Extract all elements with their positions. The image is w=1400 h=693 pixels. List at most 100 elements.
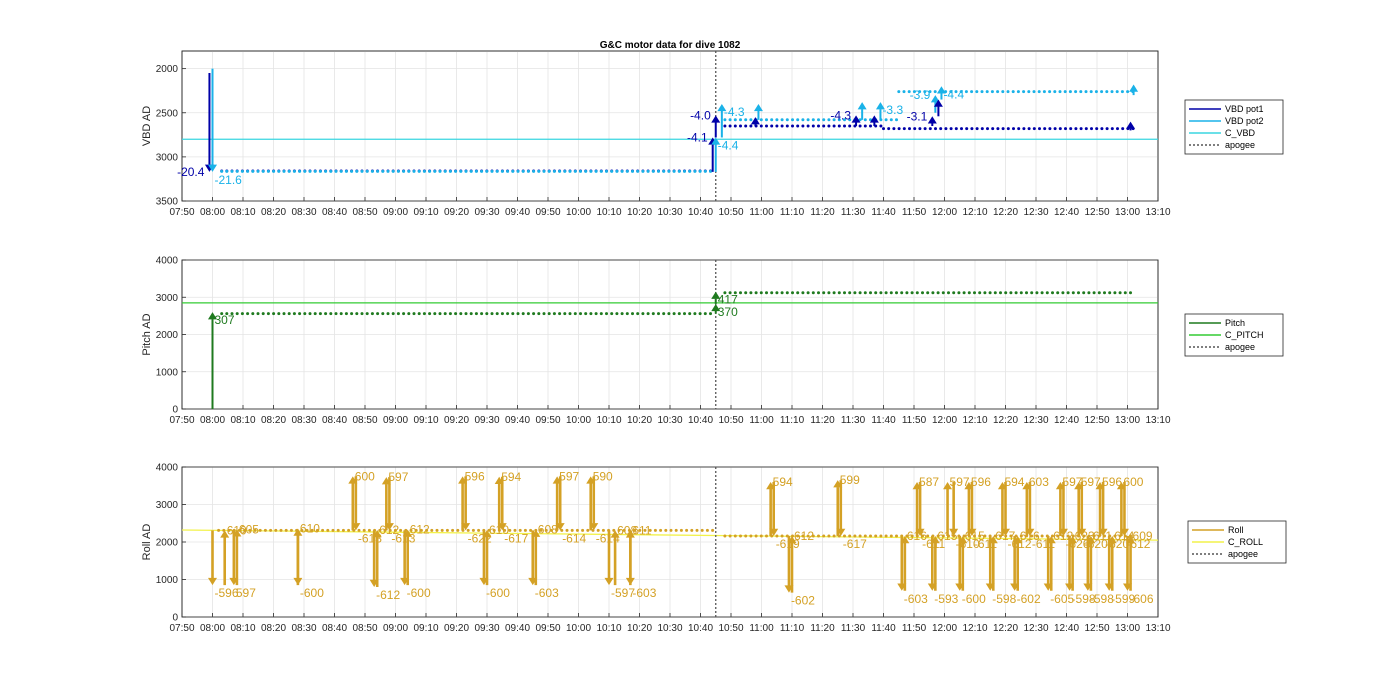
data-point — [355, 169, 359, 173]
x-tick-label: 08:50 — [352, 623, 377, 634]
data-point — [305, 528, 309, 532]
data-point — [801, 291, 805, 295]
data-point — [1012, 127, 1015, 131]
data-point — [646, 169, 650, 173]
arrow-head — [711, 137, 721, 145]
data-point — [414, 528, 418, 532]
x-tick-label: 12:00 — [932, 415, 957, 426]
data-point — [703, 312, 707, 316]
data-point — [386, 169, 390, 173]
move-label: 605 — [239, 522, 259, 536]
x-tick-label: 11:30 — [841, 623, 866, 634]
data-point — [1100, 127, 1104, 131]
data-point — [892, 127, 896, 131]
y-tick-label: 1000 — [156, 367, 179, 378]
data-point — [1016, 90, 1020, 94]
arrow-head — [1013, 536, 1023, 544]
arrow-head — [933, 99, 943, 107]
panel-3: 07:50 08:00 08:10 08:20 08:30 08:40 08:50 09:00… — [141, 463, 1287, 634]
data-point — [1035, 534, 1039, 538]
data-point — [1027, 90, 1031, 94]
data-point — [636, 169, 640, 173]
data-point — [711, 528, 715, 532]
x-tick-label: 08:00 — [200, 623, 225, 634]
data-point — [952, 291, 956, 295]
x-tick-label: 12:10 — [962, 623, 987, 634]
move-label: 597 — [236, 586, 256, 600]
arrow-head — [1086, 536, 1096, 544]
x-tick-label: 09:40 — [505, 623, 530, 634]
y-tick-label: 2000 — [156, 538, 179, 549]
data-point — [677, 312, 681, 316]
x-tick-label: 11:50 — [902, 623, 927, 634]
data-point — [620, 169, 624, 173]
data-point — [648, 528, 652, 532]
data-point — [1011, 90, 1015, 94]
x-tick-label: 11:00 — [749, 415, 774, 426]
data-point — [1079, 127, 1083, 131]
data-point — [780, 124, 784, 128]
arrow-head — [930, 536, 940, 544]
data-point — [399, 528, 403, 532]
data-point — [495, 312, 499, 316]
arrow-head — [750, 117, 760, 125]
move-label: -598 — [992, 592, 1016, 606]
data-point — [1009, 291, 1013, 295]
data-point — [485, 312, 489, 316]
data-point — [705, 528, 709, 532]
data-point — [754, 291, 758, 295]
data-point — [331, 528, 335, 532]
data-point — [625, 312, 629, 316]
data-point — [651, 169, 655, 173]
data-point — [677, 169, 681, 173]
data-point — [907, 90, 911, 94]
data-point — [863, 534, 867, 538]
data-point — [448, 169, 452, 173]
data-point — [944, 127, 948, 131]
data-point — [563, 312, 567, 316]
data-point — [817, 534, 820, 538]
data-point — [617, 528, 621, 532]
data-point — [770, 118, 774, 122]
move-label: 600 — [1123, 475, 1143, 489]
arrow-head — [555, 523, 565, 531]
data-point — [1037, 90, 1041, 94]
data-point — [443, 312, 447, 316]
data-point — [941, 534, 945, 538]
data-point — [1094, 90, 1098, 94]
x-tick-label: 08:20 — [261, 623, 286, 634]
data-point — [796, 534, 800, 538]
data-point — [391, 312, 395, 316]
arrow-head — [936, 86, 946, 94]
panel-2: 07:50 08:00 08:10 08:20 08:30 08:40 08:50 09:00… — [141, 256, 1284, 426]
data-point — [1095, 127, 1099, 131]
y-tick-label: 3000 — [156, 293, 179, 304]
data-point — [837, 118, 841, 122]
x-tick-label: 09:00 — [383, 623, 408, 634]
data-point — [991, 127, 995, 131]
x-tick-label: 11:00 — [749, 623, 774, 634]
x-tick-label: 10:10 — [596, 207, 621, 218]
data-point — [832, 534, 836, 538]
data-point — [970, 127, 974, 131]
move-label: -593 — [934, 592, 958, 606]
data-point — [477, 528, 481, 532]
data-point — [822, 291, 826, 295]
data-point — [895, 118, 898, 122]
data-point — [659, 528, 663, 532]
data-point — [996, 90, 1000, 94]
x-tick-label: 13:10 — [1145, 207, 1170, 218]
move-label: -598 — [1072, 592, 1096, 606]
data-point — [806, 534, 810, 538]
data-point — [500, 312, 504, 316]
data-point — [667, 312, 671, 316]
data-point — [728, 534, 732, 538]
data-point — [822, 118, 826, 122]
x-tick-label: 10:10 — [596, 415, 621, 426]
data-point — [679, 528, 683, 532]
data-point — [806, 118, 810, 122]
data-point — [822, 124, 826, 128]
data-point — [318, 312, 322, 316]
